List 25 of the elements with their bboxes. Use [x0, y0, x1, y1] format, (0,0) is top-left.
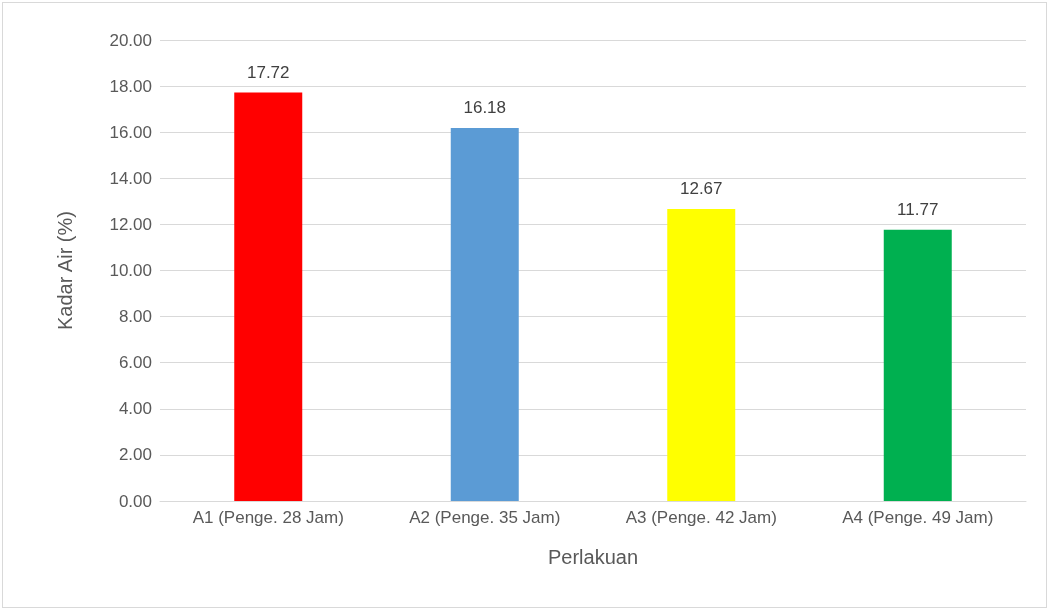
y-axis-title: Kadar Air (%) [54, 211, 76, 330]
bar [667, 208, 736, 501]
x-tick-label: A3 (Penge. 42 Jam) [625, 508, 777, 527]
data-label: 16.18 [463, 98, 507, 118]
data-label: 17.72 [246, 62, 290, 82]
x-tick-label: A2 (Penge. 35 Jam) [409, 508, 561, 527]
x-axis-title: Perlakuan [547, 546, 639, 568]
x-tick-label: A1 (Penge. 28 Jam) [192, 508, 344, 527]
y-tick-label: 14.00 [109, 168, 152, 188]
y-tick-label: 12.00 [109, 214, 152, 234]
y-tick-label: 0.00 [118, 491, 152, 511]
y-tick-label: 16.00 [109, 122, 152, 142]
y-tick-label: 8.00 [118, 307, 152, 327]
y-tick-label: 2.00 [118, 445, 152, 465]
x-tick-label: A4 (Penge. 49 Jam) [842, 508, 994, 527]
bar [883, 229, 952, 501]
bar [234, 92, 303, 501]
y-tick-label: 10.00 [109, 261, 152, 280]
y-tick-label: 18.00 [109, 76, 152, 96]
bar [450, 128, 519, 501]
data-label: 11.77 [897, 199, 939, 219]
data-label: 12.67 [679, 178, 723, 198]
y-tick-label: 4.00 [118, 399, 152, 419]
y-tick-label: 20.00 [109, 30, 152, 50]
y-tick-label: 6.00 [118, 353, 152, 373]
